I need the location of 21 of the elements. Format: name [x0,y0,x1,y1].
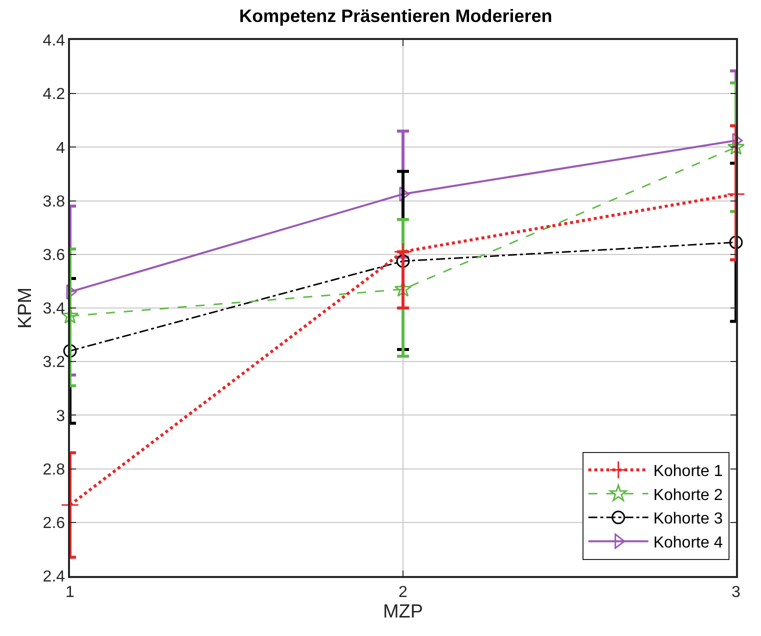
y-tick-label: 4.2 [42,86,66,104]
y-tick-label: 2.8 [42,461,66,478]
legend-label: Kohorte 4 [653,534,723,552]
y-tick-label: 3 [56,408,66,425]
x-tick-label: 1 [66,584,75,601]
y-tick-label: 3.8 [42,193,66,210]
x-tick-label: 2 [398,584,408,601]
y-tick-label: 4 [56,140,66,157]
legend-label: Kohorte 1 [653,463,723,480]
legend-label: Kohorte 3 [653,510,723,528]
x-tick-label: 3 [732,584,741,601]
x-axis-title: MZP [382,601,424,622]
legend-label: Kohorte 2 [653,486,723,504]
y-tick-label: 2.4 [42,568,66,586]
y-tick-label: 3.6 [42,247,66,264]
y-tick-label: 4.4 [42,32,66,50]
chart-title: Kompetenz Präsentieren Moderieren [239,6,552,26]
y-axis-title: KPM [15,287,36,329]
y-tick-label: 2.6 [42,515,66,532]
y-tick-label: 3.4 [42,300,66,318]
y-tick-label: 3.2 [42,354,66,372]
